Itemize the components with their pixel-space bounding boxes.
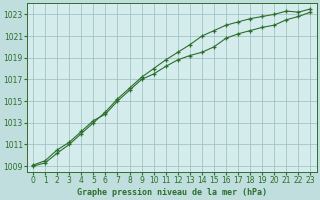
X-axis label: Graphe pression niveau de la mer (hPa): Graphe pression niveau de la mer (hPa) (77, 188, 267, 197)
